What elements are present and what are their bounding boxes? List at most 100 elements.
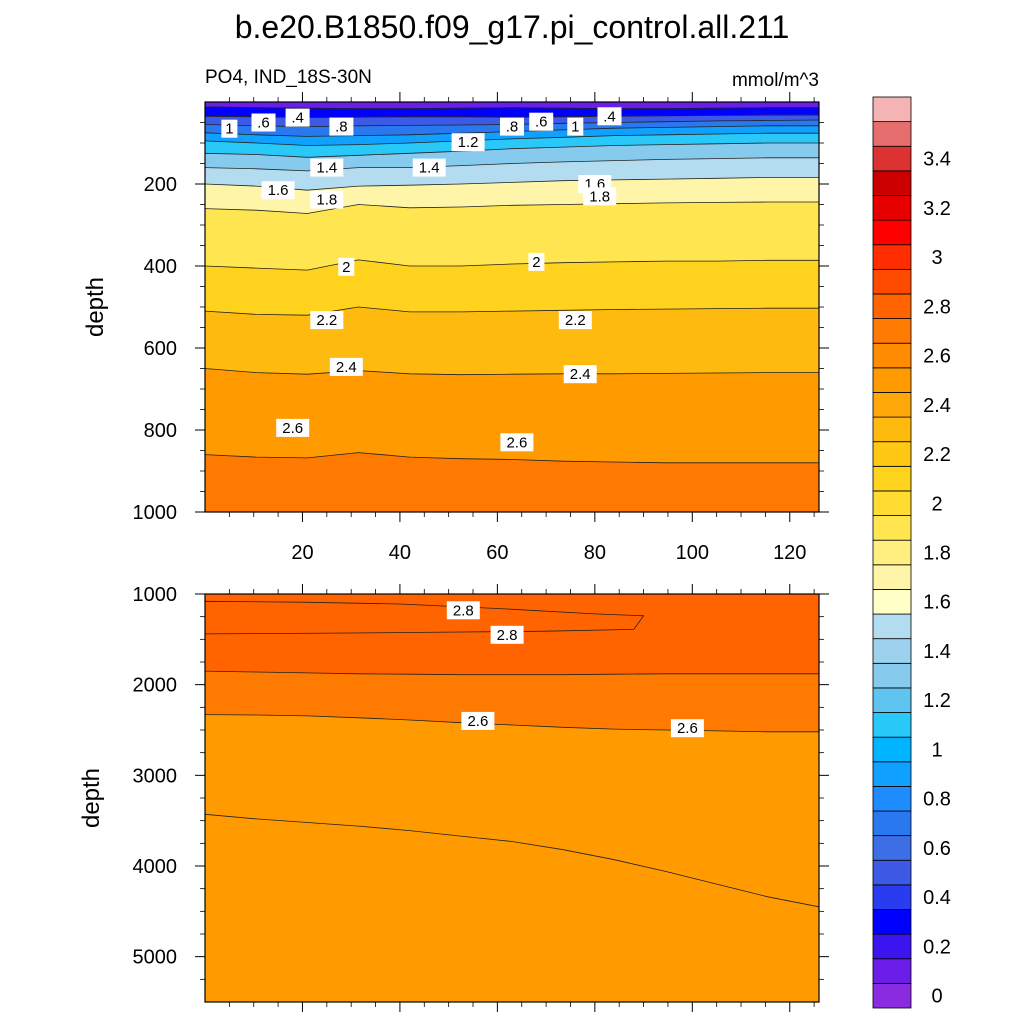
upper-contour-label-text-14: 1.8 xyxy=(589,188,610,205)
lower-y-tick-label-0: 1000 xyxy=(133,584,178,606)
colorbar-label-13: 2.6 xyxy=(923,346,951,368)
upper-x-tick-label-4: 100 xyxy=(676,542,709,564)
colorbar-box-12 xyxy=(872,687,912,713)
lower-contour-line-1 xyxy=(205,714,819,733)
lower-y-tick-label-2: 3000 xyxy=(133,765,178,787)
colorbar-label-9: 1.8 xyxy=(923,543,951,565)
colorbar-box-17 xyxy=(872,564,912,590)
colorbar-label-14: 2.8 xyxy=(923,296,951,318)
upper-contour-label-box-2 xyxy=(221,119,238,138)
upper-y-tick-label-1: 400 xyxy=(144,256,177,278)
colorbar-box-1 xyxy=(872,958,912,984)
upper-contour-label-16: 2 xyxy=(528,252,545,271)
upper-contour-label-13: 1.8 xyxy=(310,190,344,209)
colorbar-box-21 xyxy=(872,465,912,492)
upper-contour-label-17: 2.2 xyxy=(310,311,344,330)
upper-contour-line-11 xyxy=(205,368,819,376)
upper-contour-label-text-0: .4 xyxy=(291,110,304,127)
colorbar-box-30 xyxy=(872,244,912,270)
upper-contour-label-11: 1.6 xyxy=(261,181,295,200)
upper-x-tick-label-2: 60 xyxy=(486,542,508,564)
upper-contour-label-text-17: 2.2 xyxy=(316,312,337,329)
units-label: mmol/m^3 xyxy=(732,70,819,91)
upper-contour-label-text-16: 2 xyxy=(532,254,540,271)
upper-filled-contours xyxy=(205,102,819,512)
upper-contour-label-text-2: 1 xyxy=(225,121,233,138)
upper-contour-line-0 xyxy=(205,106,819,109)
lower-contour-label-box-3 xyxy=(670,719,704,738)
colorbar-box-35 xyxy=(872,121,912,147)
upper-contour-label-22: 2.6 xyxy=(500,433,534,452)
colorbar-box-13 xyxy=(872,662,912,689)
upper-contour-label-box-19 xyxy=(329,357,363,376)
upper-y-tick-label-3: 800 xyxy=(144,420,177,442)
upper-contour-label-box-9 xyxy=(310,158,344,177)
colorbar-label-15: 3 xyxy=(931,247,942,269)
upper-x-tick-label-5: 120 xyxy=(773,542,806,564)
lower-contour-label-text-2: 2.6 xyxy=(467,713,488,730)
upper-contour-line-12 xyxy=(205,452,819,464)
colorbar-box-25 xyxy=(872,367,912,393)
upper-contour-label-box-8 xyxy=(451,133,485,152)
upper-contour-line-5 xyxy=(205,142,819,158)
upper-contour-label-text-5: .6 xyxy=(535,114,548,131)
upper-axes: 20 40 60 80 100 120 200 400 600 800 1000 xyxy=(133,92,829,564)
upper-contour-label-9: 1.4 xyxy=(310,158,344,177)
upper-contour-label-7: 1 xyxy=(567,117,584,136)
upper-band-11 xyxy=(205,306,819,376)
upper-contour-label-15: 2 xyxy=(338,257,355,276)
upper-contour-label-text-21: 2.6 xyxy=(282,420,303,437)
upper-contour-label-box-16 xyxy=(528,252,545,271)
upper-contour-label-box-22 xyxy=(500,433,534,452)
upper-contour-label-box-15 xyxy=(338,257,355,276)
colorbar-label-2: 0.4 xyxy=(923,887,951,909)
upper-contour-line-6 xyxy=(205,157,819,172)
colorbar-box-5 xyxy=(872,859,912,886)
upper-contour-label-box-7 xyxy=(567,117,584,136)
upper-contour-label-text-4: .8 xyxy=(506,119,519,136)
upper-contour-label-text-7: 1 xyxy=(571,119,579,136)
colorbar-box-34 xyxy=(872,145,912,172)
lower-contour-labels: 2.8 2.8 2.6 2.6 xyxy=(446,601,704,738)
colorbar: 0 0.2 0.4 0.6 0.8 1 1.2 1.4 1.6 1.8 2 2.2 2.4 2.6 2.8 3… xyxy=(872,96,951,1009)
colorbar-label-0: 0 xyxy=(931,986,942,1008)
upper-contour-label-text-6: .4 xyxy=(603,108,616,125)
lower-contour-label-3: 2.6 xyxy=(670,719,704,738)
upper-contour-label-box-20 xyxy=(563,365,597,384)
colorbar-box-10 xyxy=(872,736,912,763)
colorbar-box-33 xyxy=(872,170,912,196)
upper-contour-label-box-3 xyxy=(329,117,354,136)
lower-y-axis-label: depth xyxy=(78,768,105,828)
upper-contour-label-18: 2.2 xyxy=(558,311,592,330)
colorbar-label-17: 3.4 xyxy=(923,149,951,171)
upper-contour-label-text-19: 2.4 xyxy=(336,359,357,376)
upper-contour-label-text-22: 2.6 xyxy=(506,434,527,451)
upper-y-axis-label: depth xyxy=(82,277,109,337)
upper-contour-label-1: .6 xyxy=(251,113,276,132)
lower-contour-label-1: 2.8 xyxy=(490,625,524,644)
colorbar-box-3 xyxy=(872,909,912,935)
upper-x-tick-label-1: 40 xyxy=(389,542,411,564)
colorbar-box-15 xyxy=(872,613,912,640)
upper-contour-label-text-10: 1.4 xyxy=(419,160,440,177)
lower-panel: 2.8 2.8 2.6 2.6 1000 2000 3000 4000 5000 depth xyxy=(78,584,829,1012)
colorbar-box-26 xyxy=(872,342,912,369)
lower-contour-line-2 xyxy=(205,813,819,908)
lower-contour-label-text-3: 2.6 xyxy=(677,720,698,737)
colorbar-box-11 xyxy=(872,712,912,738)
upper-contour-label-10: 1.4 xyxy=(412,158,446,177)
lower-region-0 xyxy=(205,600,645,635)
upper-panel: .4.61.8.8.6.411.21.4 1.41.6 1.61.8 1.82 22.2… xyxy=(82,92,829,564)
upper-contour-label-2: 1 xyxy=(221,119,238,138)
upper-x-tick-label-3: 80 xyxy=(584,542,606,564)
colorbar-box-22 xyxy=(872,441,912,467)
upper-contour-label-box-18 xyxy=(558,311,592,330)
colorbar-box-31 xyxy=(872,219,912,246)
lower-contour-label-box-0 xyxy=(446,601,480,620)
lower-y-tick-label-3: 4000 xyxy=(133,856,178,878)
upper-contour-label-box-5 xyxy=(529,112,554,131)
colorbar-box-16 xyxy=(872,589,912,615)
colorbar-box-27 xyxy=(872,318,912,344)
upper-contour-label-box-1 xyxy=(251,113,276,132)
